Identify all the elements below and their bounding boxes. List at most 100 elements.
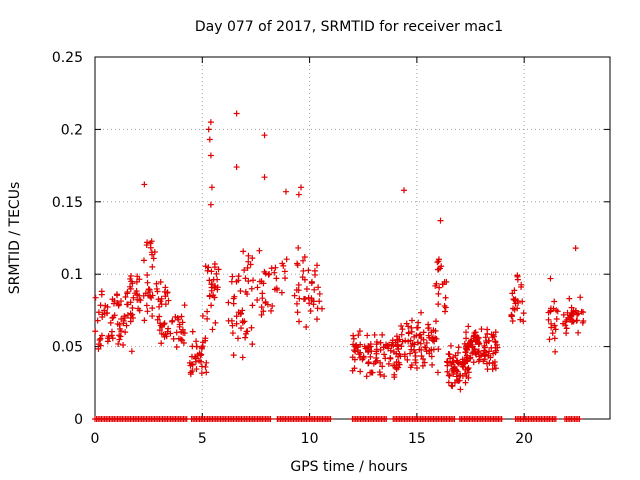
data-point <box>457 386 464 393</box>
data-point <box>273 285 280 292</box>
data-point <box>464 366 471 373</box>
data-point <box>294 309 301 316</box>
data-point <box>250 277 257 284</box>
data-point <box>193 338 200 345</box>
data-point <box>454 368 461 375</box>
data-point <box>553 307 560 314</box>
data-point <box>394 341 401 348</box>
data-point <box>259 295 266 302</box>
data-point-outlier <box>261 132 268 139</box>
data-point <box>261 268 268 275</box>
data-point <box>281 268 288 275</box>
data-point <box>153 280 160 287</box>
data-point <box>433 335 440 342</box>
data-point <box>419 362 426 369</box>
data-point-zero <box>576 416 583 422</box>
data-point <box>560 320 567 327</box>
data-point <box>398 322 405 329</box>
data-point <box>123 322 130 329</box>
data-point-outlier <box>206 136 213 143</box>
data-point <box>235 277 242 284</box>
data-point <box>458 361 465 368</box>
data-point <box>162 301 169 308</box>
data-point <box>104 304 111 311</box>
plot-frame <box>94 56 611 420</box>
data-point <box>92 294 99 301</box>
data-point <box>308 296 315 303</box>
data-point <box>484 330 491 337</box>
data-point <box>256 247 263 254</box>
data-point <box>405 323 412 330</box>
data-point <box>165 297 172 304</box>
data-point <box>95 309 102 316</box>
data-point <box>269 302 276 309</box>
data-point <box>248 285 255 292</box>
data-point <box>245 252 252 259</box>
data-point <box>444 358 451 365</box>
data-point <box>412 356 419 363</box>
data-point <box>158 340 165 347</box>
data-point-zero <box>451 416 458 422</box>
data-point <box>381 351 388 358</box>
data-point <box>356 328 363 335</box>
data-point <box>435 290 442 297</box>
data-point <box>173 329 180 336</box>
data-point <box>370 360 377 367</box>
data-point <box>157 279 164 286</box>
data-point <box>390 362 397 369</box>
data-point <box>120 341 127 348</box>
data-point <box>117 333 124 340</box>
data-point <box>154 288 161 295</box>
data-point <box>153 285 160 292</box>
data-point <box>563 325 570 332</box>
data-point <box>202 337 209 344</box>
data-point <box>258 304 265 311</box>
data-point <box>238 325 245 332</box>
data-point <box>162 331 169 338</box>
data-point <box>245 278 252 285</box>
data-point <box>173 344 180 351</box>
data-point <box>260 280 267 287</box>
data-point <box>214 286 221 293</box>
data-point <box>316 298 323 305</box>
data-point <box>208 302 215 309</box>
data-point <box>462 379 469 386</box>
data-point <box>96 337 103 344</box>
data-point <box>508 311 515 318</box>
data-point <box>199 312 206 319</box>
data-point <box>114 320 121 327</box>
data-point <box>211 294 218 301</box>
data-point <box>122 329 129 336</box>
axis-ticks <box>94 56 610 420</box>
data-point <box>377 346 384 353</box>
data-point <box>478 326 485 333</box>
data-point <box>300 257 307 264</box>
data-point <box>178 313 185 320</box>
data-point <box>357 368 364 375</box>
y-axis-label: SRMTID / TECUs <box>7 182 23 295</box>
data-point <box>211 264 218 271</box>
data-point <box>97 302 104 309</box>
data-point <box>164 289 171 296</box>
data-point <box>162 293 169 300</box>
data-point <box>488 344 495 351</box>
data-point <box>136 296 143 303</box>
data-point <box>169 317 176 324</box>
data-point <box>575 329 582 336</box>
data-point <box>107 319 114 326</box>
data-point <box>197 352 204 359</box>
data-point-outlier <box>207 152 214 159</box>
data-point <box>433 280 440 287</box>
data-point <box>265 271 272 278</box>
data-point <box>295 281 302 288</box>
x-tick-label: 0 <box>91 431 100 447</box>
data-point <box>122 294 129 301</box>
data-point <box>204 308 211 315</box>
data-point <box>214 276 221 283</box>
data-point <box>179 319 186 326</box>
data-point-outlier <box>261 174 268 181</box>
data-point <box>187 362 194 369</box>
data-point <box>417 331 424 338</box>
data-point <box>435 301 442 308</box>
